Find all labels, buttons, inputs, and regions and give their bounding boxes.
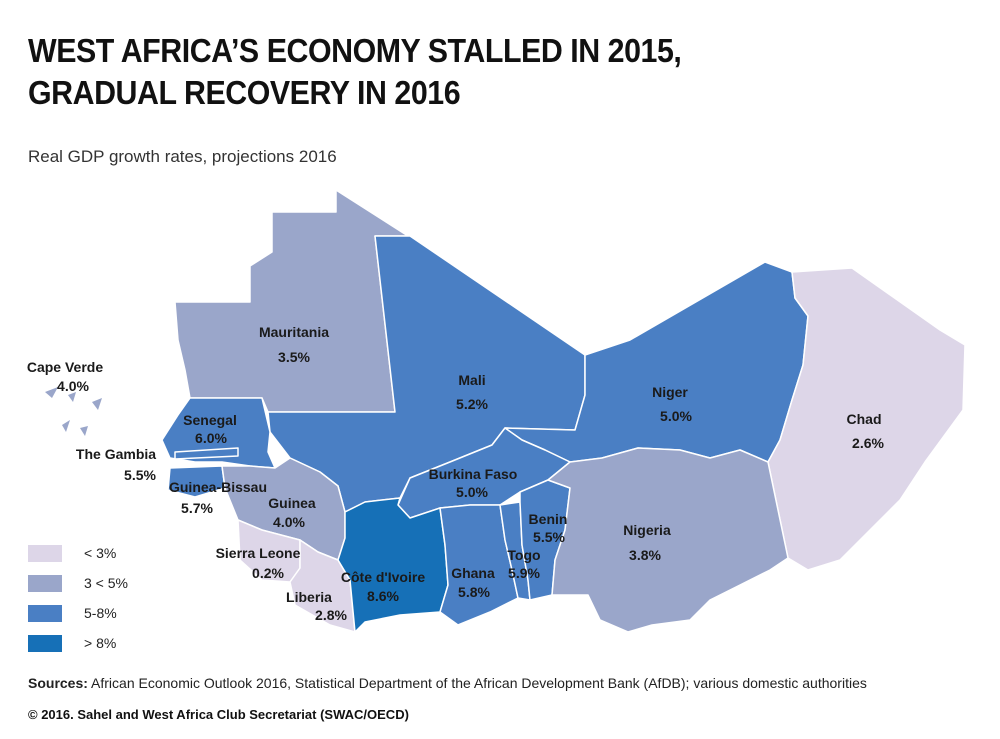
sources-text: African Economic Outlook 2016, Statistic… xyxy=(91,675,867,691)
label-chad-value: 2.6% xyxy=(852,435,884,451)
label-benin-value: 5.5% xyxy=(533,529,565,545)
legend: < 3% 3 < 5% 5-8% > 8% xyxy=(28,538,128,658)
label-gambia-value: 5.5% xyxy=(124,467,156,483)
legend-swatch-5to8 xyxy=(28,604,62,622)
legend-item-gt8: > 8% xyxy=(28,628,128,658)
label-burkina-value: 5.0% xyxy=(456,484,488,500)
country-chad[interactable] xyxy=(767,267,966,571)
label-niger-value: 5.0% xyxy=(660,408,692,424)
legend-label-3to5: 3 < 5% xyxy=(84,575,128,591)
subtitle: Real GDP growth rates, projections 2016 xyxy=(28,147,337,166)
label-cape-verde-name: Cape Verde xyxy=(27,359,103,375)
legend-swatch-lt3 xyxy=(28,544,62,562)
label-guinea-bissau-name: Guinea-Bissau xyxy=(169,479,267,495)
legend-label-lt3: < 3% xyxy=(84,545,117,561)
country-nigeria[interactable] xyxy=(547,447,789,633)
country-the-gambia[interactable] xyxy=(174,447,239,460)
label-liberia-name: Liberia xyxy=(286,589,332,605)
sources-label: Sources: xyxy=(28,675,88,691)
page-title: WEST AFRICA’S ECONOMY STALLED IN 2015, G… xyxy=(28,30,682,114)
label-cote-divoire-name: Côte d'Ivoire xyxy=(341,569,425,585)
label-gambia-name: The Gambia xyxy=(76,446,156,462)
label-liberia-value: 2.8% xyxy=(315,607,347,623)
legend-item-3to5: 3 < 5% xyxy=(28,568,128,598)
legend-swatch-gt8 xyxy=(28,634,62,652)
country-liberia[interactable] xyxy=(289,539,356,633)
label-senegal-name: Senegal xyxy=(183,412,237,428)
label-ghana-value: 5.8% xyxy=(458,584,490,600)
label-benin-name: Benin xyxy=(529,511,568,527)
title-line-1: WEST AFRICA’S ECONOMY STALLED IN 2015, xyxy=(28,32,682,69)
label-mali-name: Mali xyxy=(458,372,485,388)
label-cote-divoire-value: 8.6% xyxy=(367,588,399,604)
label-sierra-leone-value: 0.2% xyxy=(252,565,284,581)
legend-item-lt3: < 3% xyxy=(28,538,128,568)
label-nigeria-name: Nigeria xyxy=(623,522,671,538)
country-mauritania[interactable] xyxy=(174,189,409,413)
label-guinea-value: 4.0% xyxy=(273,514,305,530)
label-mauritania-value: 3.5% xyxy=(278,349,310,365)
label-senegal-value: 6.0% xyxy=(195,430,227,446)
country-cape-verde[interactable] xyxy=(45,387,102,436)
legend-swatch-3to5 xyxy=(28,574,62,592)
label-chad-name: Chad xyxy=(847,411,882,427)
label-guinea-bissau-value: 5.7% xyxy=(181,500,213,516)
label-togo-name: Togo xyxy=(507,547,540,563)
sources-note: Sources: African Economic Outlook 2016, … xyxy=(28,675,867,691)
label-mauritania-name: Mauritania xyxy=(259,324,329,340)
label-sierra-leone-name: Sierra Leone xyxy=(216,545,301,561)
label-cape-verde-value: 4.0% xyxy=(57,378,89,394)
copyright-note: © 2016. Sahel and West Africa Club Secre… xyxy=(28,707,409,722)
label-burkina-name: Burkina Faso xyxy=(429,466,518,482)
country-cote-divoire[interactable] xyxy=(337,497,449,633)
title-line-2: GRADUAL RECOVERY IN 2016 xyxy=(28,74,461,111)
label-togo-value: 5.9% xyxy=(508,565,540,581)
legend-label-5to8: 5-8% xyxy=(84,605,117,621)
label-nigeria-value: 3.8% xyxy=(629,547,661,563)
label-guinea-name: Guinea xyxy=(268,495,316,511)
country-ghana[interactable] xyxy=(439,504,519,626)
label-mali-value: 5.2% xyxy=(456,396,488,412)
label-niger-name: Niger xyxy=(652,384,688,400)
country-labels: Mauritania 3.5% Mali 5.2% Niger 5.0% Cha… xyxy=(27,324,885,623)
legend-item-5to8: 5-8% xyxy=(28,598,128,628)
country-guinea-bissau[interactable] xyxy=(167,465,226,498)
label-ghana-name: Ghana xyxy=(451,565,495,581)
legend-label-gt8: > 8% xyxy=(84,635,117,651)
